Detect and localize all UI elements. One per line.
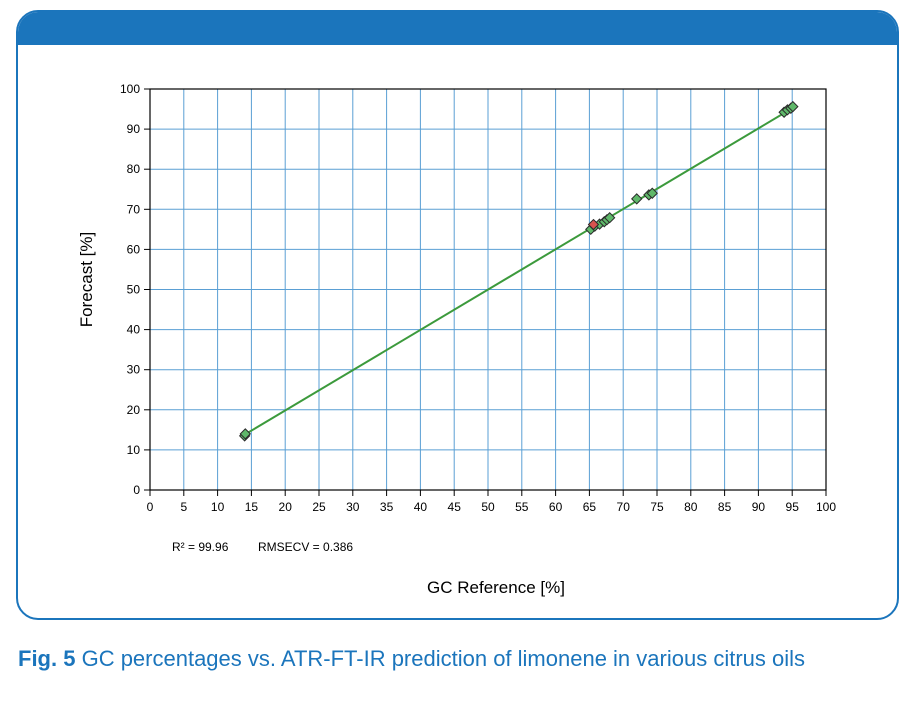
y-axis-label: Forecast [%]	[77, 232, 96, 327]
y-tick-label: 0	[133, 483, 140, 497]
data-points	[238, 100, 799, 442]
figure-panel	[16, 10, 899, 620]
x-tick-label: 70	[617, 500, 631, 514]
y-tick-label: 70	[127, 202, 141, 216]
y-tick-label: 90	[127, 122, 141, 136]
x-tick-label: 5	[180, 500, 187, 514]
x-tick-label: 0	[147, 500, 154, 514]
x-tick-label: 20	[279, 500, 293, 514]
x-tick-label: 35	[380, 500, 394, 514]
x-tick-label: 45	[448, 500, 462, 514]
y-tick-label: 40	[127, 323, 141, 337]
panel-header-bar	[18, 12, 897, 45]
figure-number: Fig. 5	[18, 646, 76, 671]
x-axis-label: GC Reference [%]	[427, 578, 565, 597]
figure-caption: Fig. 5 GC percentages vs. ATR-FT-IR pred…	[18, 644, 878, 674]
rmsecv-label: RMSECV = 0.386	[258, 540, 353, 554]
y-tick-label: 10	[127, 443, 141, 457]
x-tick-label: 100	[816, 500, 836, 514]
x-tick-label: 65	[583, 500, 597, 514]
figure-caption-text: GC percentages vs. ATR-FT-IR prediction …	[81, 646, 805, 671]
data-point	[787, 100, 799, 113]
data-point	[587, 218, 600, 231]
x-tick-label: 80	[684, 500, 698, 514]
x-tick-label: 10	[211, 500, 225, 514]
y-tick-label: 30	[127, 363, 141, 377]
data-point	[631, 193, 643, 205]
x-tick-label: 60	[549, 500, 563, 514]
x-tick-label: 85	[718, 500, 732, 514]
x-tick-label: 95	[786, 500, 800, 514]
axis-ticks: 0 5 10 15 20 25 30 35 40 45 50 55 60 65 70 75 80 85 90 95 10…	[120, 82, 836, 514]
x-tick-label: 15	[245, 500, 259, 514]
y-tick-label: 100	[120, 82, 140, 96]
fit-line-group	[244, 107, 793, 436]
data-point	[239, 428, 252, 440]
y-tick-label: 20	[127, 403, 141, 417]
fit-line	[244, 107, 793, 436]
x-tick-label: 30	[346, 500, 360, 514]
x-tick-label: 55	[515, 500, 529, 514]
y-tick-label: 80	[127, 162, 141, 176]
x-tick-label: 90	[752, 500, 766, 514]
y-tick-label: 50	[127, 283, 141, 297]
x-tick-label: 40	[414, 500, 428, 514]
y-tick-label: 60	[127, 242, 141, 256]
x-tick-label: 50	[481, 500, 495, 514]
data-point	[603, 212, 616, 224]
data-point	[646, 187, 658, 199]
x-tick-label: 75	[650, 500, 664, 514]
x-tick-label: 25	[312, 500, 326, 514]
r-squared-label: R² = 99.96	[172, 540, 229, 554]
